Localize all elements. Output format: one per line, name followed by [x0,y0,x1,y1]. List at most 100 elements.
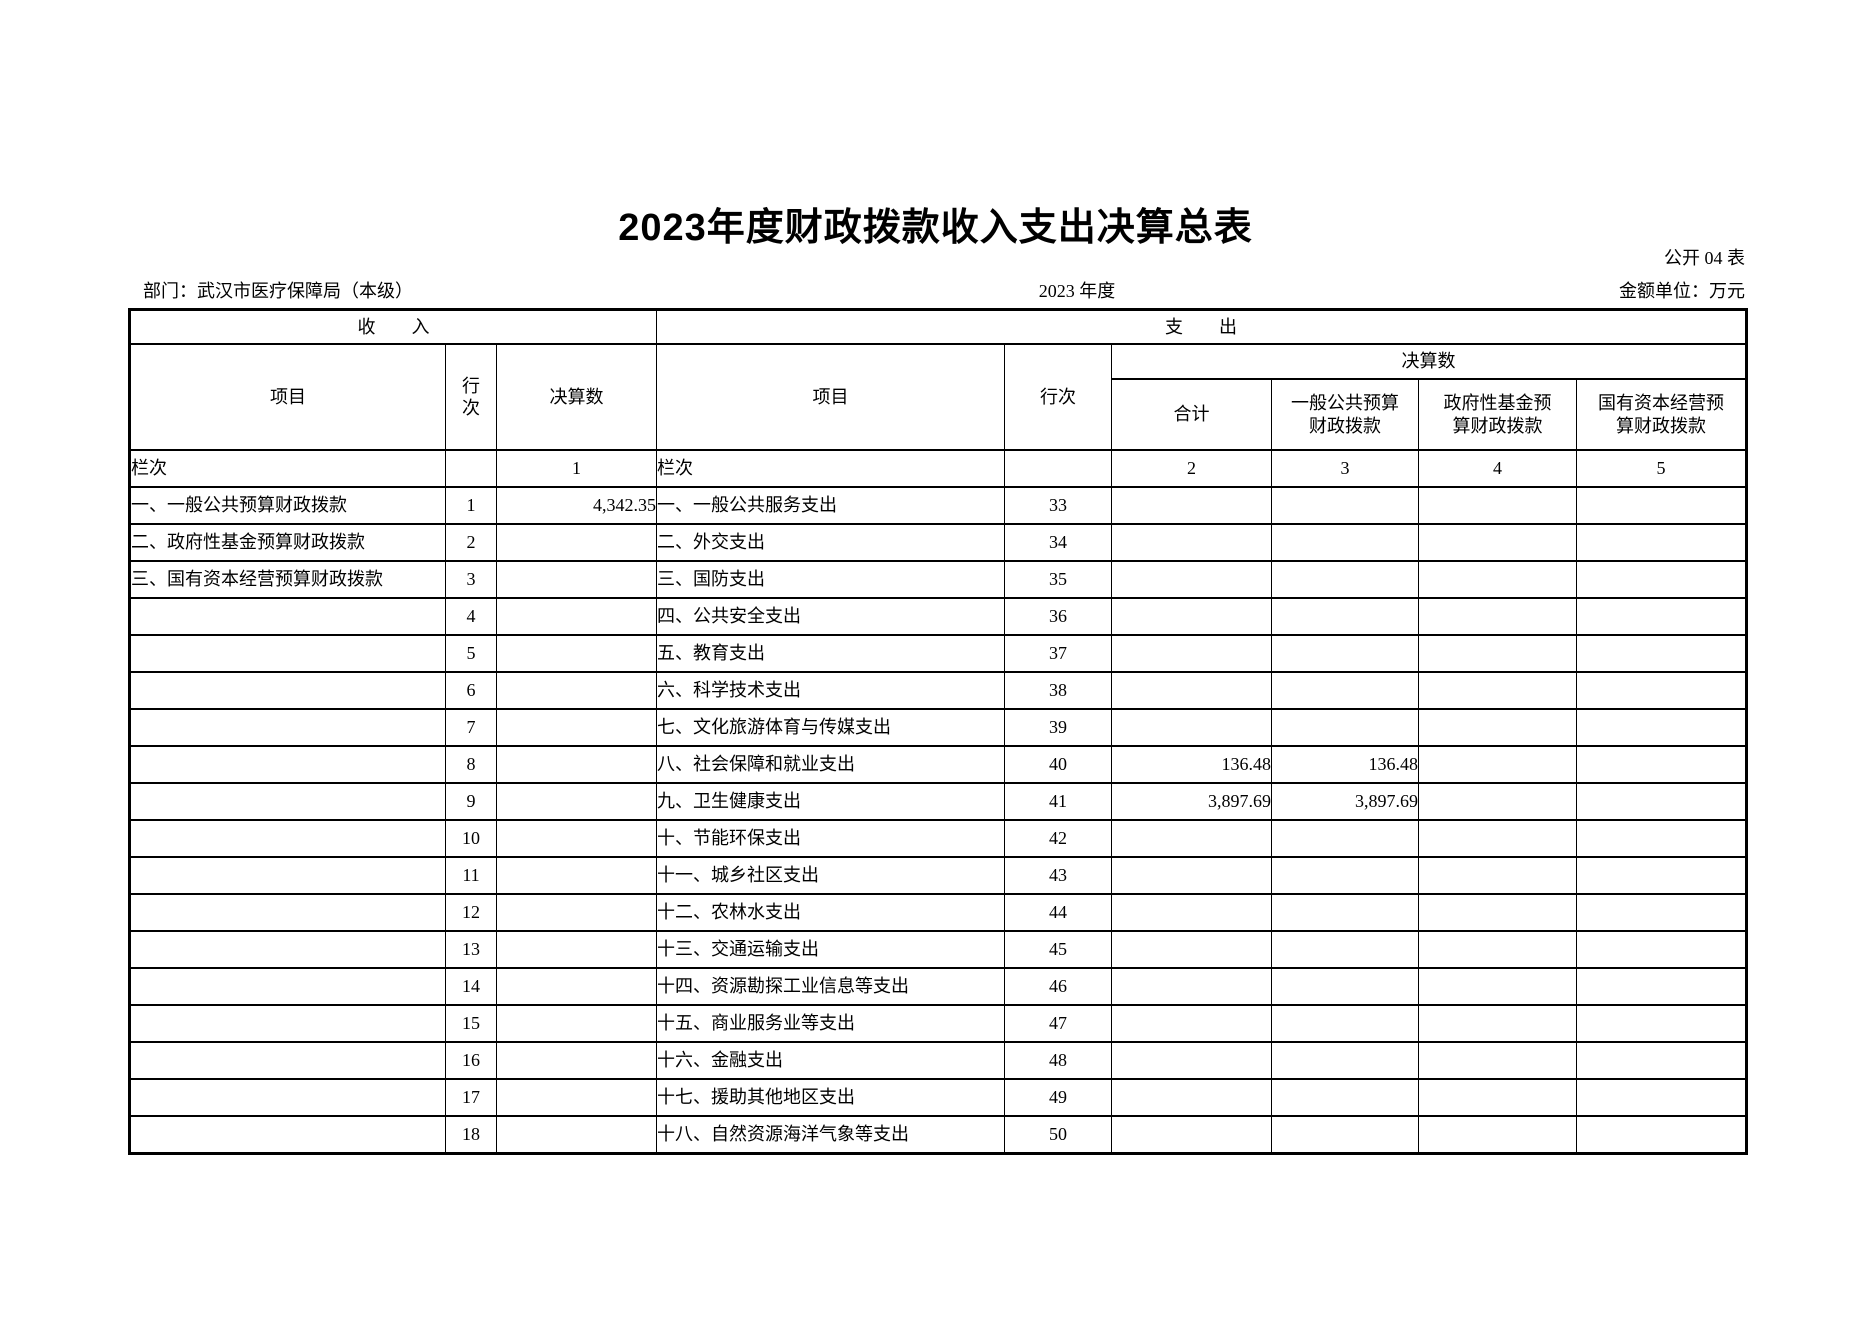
table-row: 6 六、科学技术支出 38 [129,671,1748,710]
expense-govfund-cell [1418,856,1578,895]
income-amount-cell [495,708,658,747]
expense-line-cell: 40 [1004,745,1113,784]
table-row: 8 八、社会保障和就业支出 40 136.48 136.48 [129,745,1748,784]
table-row: 13 十三、交通运输支出 45 [129,930,1748,969]
table-row: 5 五、教育支出 37 [129,634,1748,673]
income-amount-header: 决算数 [495,343,658,451]
expense-line-cell: 43 [1004,856,1113,895]
income-item-cell [129,745,446,784]
lanci-expense-line-blank [1004,449,1113,488]
expense-govfund-cell [1418,708,1578,747]
expense-line-cell: 38 [1004,671,1113,710]
expense-item-cell: 十六、金融支出 [656,1041,1006,1080]
income-line-cell: 2 [445,523,497,562]
expense-general-cell [1271,967,1420,1006]
expense-govfund-cell [1418,819,1578,858]
expense-total-cell [1111,1115,1273,1155]
income-line-cell: 16 [445,1041,497,1080]
lanci-label-income: 栏次 [129,449,446,488]
expense-item-cell: 十五、商业服务业等支出 [656,1004,1006,1043]
section-header-row: 收 入 支 出 [128,308,1748,345]
expense-item-cell: 五、教育支出 [656,634,1006,673]
expense-line-cell: 50 [1004,1115,1113,1155]
column-index-row: 栏次 1 栏次 2 3 4 5 [129,449,1748,488]
total-col-header: 合计 [1111,378,1273,451]
column-header-row-2: 合计 一般公共预算 财政拨款 政府性基金预 算财政拨款 国有资本经营预 算财政拨… [130,378,1748,451]
expense-general-cell [1271,560,1420,599]
income-line-cell: 1 [445,486,497,525]
expense-line-cell: 47 [1004,1004,1113,1043]
table-row: 18 十八、自然资源海洋气象等支出 50 [129,1115,1748,1155]
income-item-cell [129,819,446,858]
income-amount-cell: 4,342.35 [495,486,658,525]
expense-line-cell: 34 [1004,523,1113,562]
income-line-cell: 15 [445,1004,497,1043]
income-line-cell: 18 [445,1115,497,1155]
income-amount-cell [495,560,658,599]
income-item-cell [129,671,446,710]
expense-line-cell: 33 [1004,486,1113,525]
expense-item-cell: 十一、城乡社区支出 [656,856,1006,895]
expense-general-cell [1271,1078,1420,1117]
expense-line-cell: 42 [1004,819,1113,858]
gov-fund-col-header: 政府性基金预 算财政拨款 [1418,378,1578,451]
expense-total-cell [1111,967,1273,1006]
income-item-cell [129,1078,446,1117]
expense-total-cell [1111,819,1273,858]
expense-general-cell [1271,893,1420,932]
table-row: 11 十一、城乡社区支出 43 [129,856,1748,895]
expense-statecap-cell [1576,1004,1748,1043]
expense-statecap-cell [1576,597,1748,636]
expense-total-cell [1111,597,1273,636]
expense-item-cell: 十四、资源勘探工业信息等支出 [656,967,1006,1006]
finance-table: 收 入 支 出 项目 行 次 决算数 项目 行次 决算数 合计 一般公共预算 财… [128,308,1749,1155]
income-amount-cell [495,930,658,969]
expense-item-cell: 十七、援助其他地区支出 [656,1078,1006,1117]
expense-item-cell: 一、一般公共服务支出 [656,486,1006,525]
expense-item-cell: 六、科学技术支出 [656,671,1006,710]
income-amount-cell [495,893,658,932]
expense-statecap-cell [1576,671,1748,710]
expense-govfund-cell [1418,782,1578,821]
expense-statecap-cell [1576,819,1748,858]
income-line-cell: 13 [445,930,497,969]
expense-general-cell [1271,819,1420,858]
expense-statecap-cell [1576,1041,1748,1080]
expense-line-cell: 44 [1004,893,1113,932]
expense-item-cell: 八、社会保障和就业支出 [656,745,1006,784]
page-title: 2023年度财政拨款收入支出决算总表 [618,207,1253,249]
income-item-cell: 一、一般公共预算财政拨款 [129,486,446,525]
expense-item-cell: 十、节能环保支出 [656,819,1006,858]
expense-item-cell: 七、文化旅游体育与传媒支出 [656,708,1006,747]
expense-general-cell [1271,486,1420,525]
income-amount-cell [495,782,658,821]
expense-total-cell [1111,1078,1273,1117]
income-item-cell [129,893,446,932]
lanci-general-no: 3 [1271,449,1420,488]
unit-label: 金额单位：万元 [1619,281,1745,301]
expense-govfund-cell [1418,967,1578,1006]
income-amount-cell [495,1041,658,1080]
expense-statecap-cell [1576,745,1748,784]
income-item-header: 项目 [129,343,446,451]
table-row: 4 四、公共安全支出 36 [129,597,1748,636]
expense-total-cell [1111,523,1273,562]
expense-total-cell [1111,930,1273,969]
income-amount-cell [495,1004,658,1043]
expense-item-cell: 二、外交支出 [656,523,1006,562]
table-row: 一、一般公共预算财政拨款 1 4,342.35 一、一般公共服务支出 33 [129,486,1748,525]
expense-total-cell [1111,560,1273,599]
fiscal-year-label: 2023 年度 [1038,281,1116,301]
table-row: 15 十五、商业服务业等支出 47 [129,1004,1748,1043]
income-line-cell: 9 [445,782,497,821]
expense-govfund-cell [1418,1004,1578,1043]
expense-statecap-cell [1576,893,1748,932]
expense-amount-group-header: 决算数 [1111,343,1748,380]
expense-line-cell: 37 [1004,634,1113,673]
income-section-header: 收 入 [128,308,658,345]
expense-total-cell [1111,634,1273,673]
income-amount-cell [495,967,658,1006]
expense-total-cell [1111,893,1273,932]
expense-govfund-cell [1418,597,1578,636]
expense-item-cell: 九、卫生健康支出 [656,782,1006,821]
